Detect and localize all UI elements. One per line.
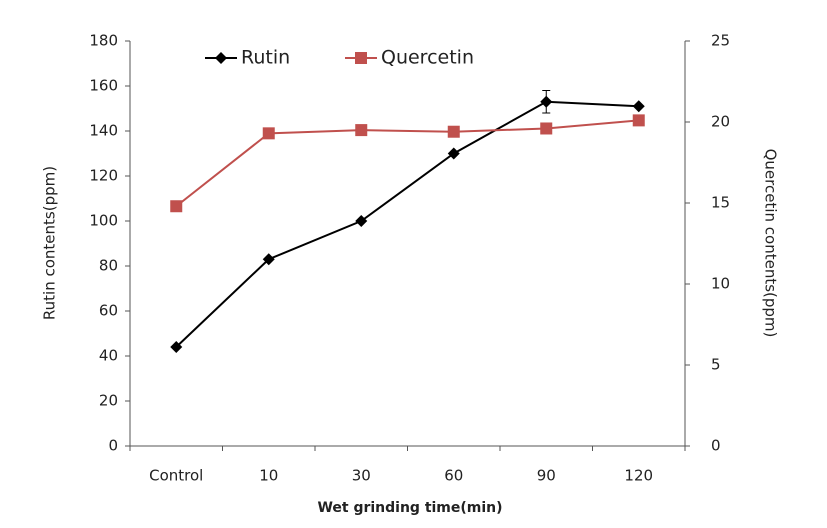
data-point [540, 95, 553, 108]
y-tick-label: 40 [99, 347, 118, 365]
legend-label: Rutin [241, 47, 290, 69]
data-point [632, 100, 645, 113]
data-point [632, 114, 645, 127]
data-point [355, 215, 368, 227]
y-axis-label: Rutin contents(ppm) [41, 166, 59, 320]
x-tick-label: Control [149, 467, 203, 485]
x-tick-label: 120 [624, 467, 653, 485]
y-tick-label: 160 [89, 77, 118, 95]
legend-marker [355, 52, 367, 64]
series-line [175, 100, 639, 348]
data-point [170, 200, 183, 213]
y-tick-label: 0 [108, 437, 118, 455]
y2-tick-label: 5 [711, 356, 721, 374]
data-point [262, 127, 275, 140]
y2-tick-label: 25 [711, 32, 730, 50]
y-tick-label: 140 [89, 122, 118, 140]
y2-tick-label: 10 [711, 275, 730, 293]
data-point [170, 341, 183, 353]
y-tick-label: 100 [89, 212, 118, 230]
y-tick-label: 120 [89, 167, 118, 185]
y-tick-label: 80 [99, 257, 118, 275]
data-point [355, 124, 368, 137]
y2-tick-label: 20 [711, 113, 730, 131]
x-tick-label: 10 [259, 467, 278, 485]
y-tick-label: 20 [99, 392, 118, 410]
x-tick-label: 60 [444, 467, 463, 485]
data-point [540, 122, 553, 135]
legend-marker [215, 52, 227, 64]
x-tick-label: 90 [537, 467, 556, 485]
y2-tick-label: 15 [711, 194, 730, 212]
x-axis-label: Wet grinding time(min) [317, 500, 502, 516]
y-tick-label: 60 [99, 302, 118, 320]
data-point [447, 147, 460, 160]
x-tick-label: 30 [352, 467, 371, 485]
series-line [175, 119, 639, 208]
y-tick-label: 180 [89, 32, 118, 50]
y2-tick-label: 0 [711, 437, 721, 455]
legend-label: Quercetin [381, 47, 474, 69]
y2-axis-label: Quercetin contents(ppm) [762, 149, 780, 338]
data-point [262, 253, 275, 266]
data-point [447, 125, 460, 138]
